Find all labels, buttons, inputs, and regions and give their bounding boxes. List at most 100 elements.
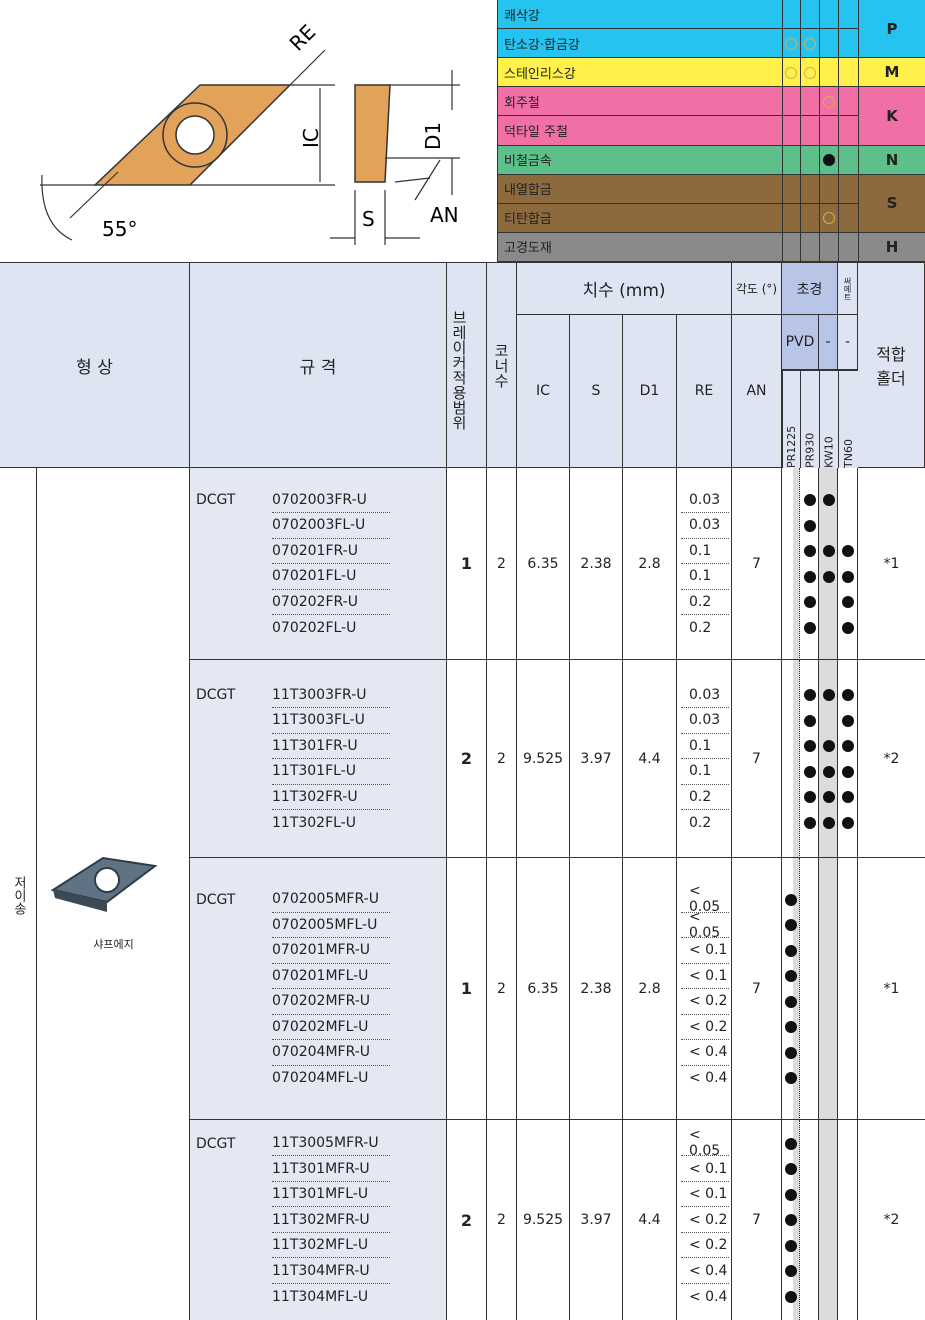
re: < 0.05 — [681, 883, 729, 915]
grade-icon — [785, 37, 797, 50]
header-breaker: 브레이커적용범위 — [447, 262, 487, 468]
material-grade-cell — [819, 116, 838, 146]
re: 0.1 — [681, 759, 729, 785]
grade-icon — [822, 154, 835, 167]
series: DCGT — [196, 687, 236, 704]
re: 0.2 — [689, 619, 712, 636]
grade-cell — [800, 468, 819, 660]
corners-cell: 2 — [487, 468, 517, 660]
grade-dot — [822, 791, 835, 804]
grade-cell — [782, 1120, 800, 1320]
code: 070204MFL-U — [272, 1070, 369, 1087]
series: DCGT — [196, 492, 236, 509]
material-class: N — [858, 145, 925, 175]
ic-cell: 9.525 — [517, 660, 570, 858]
grade-cell — [782, 468, 800, 660]
material-grade-cell — [838, 145, 858, 175]
grade-cell — [782, 660, 800, 858]
material-name: 덕타일 주철 — [497, 116, 782, 146]
shape-image — [50, 856, 158, 912]
code: 11T304MFL-U — [272, 1288, 369, 1305]
spec-cell — [190, 468, 447, 660]
material-grade-cell — [782, 145, 800, 175]
ic-cell: 6.35 — [517, 468, 570, 660]
an-label: AN — [430, 203, 459, 227]
spec-cell — [190, 858, 447, 1120]
code: 11T301FL-U — [272, 759, 390, 785]
header-cermet: 써메트 — [838, 262, 858, 315]
re-cell — [677, 660, 732, 858]
grade-cell — [819, 858, 838, 1120]
material-name: 티탄합금 — [497, 203, 782, 233]
material-name: 내열합금 — [497, 174, 782, 204]
grade-dot — [842, 596, 854, 609]
re: < 0.4 — [689, 1288, 728, 1305]
grade-dot — [842, 765, 854, 778]
grade-dot — [803, 621, 816, 634]
header-pvd: PVD — [782, 315, 819, 370]
re-cell — [677, 858, 732, 1120]
header-shape: 형 상 — [0, 262, 190, 468]
material-name: 스테인리스강 — [497, 58, 782, 88]
grade-cell — [838, 858, 858, 1120]
header-grade: PR1225 — [782, 370, 800, 468]
header-grade: TN60 — [838, 370, 858, 468]
re: < 0.1 — [681, 964, 729, 989]
holder-cell: *1 — [858, 858, 925, 1120]
code: 070202MFL-U — [272, 1015, 390, 1040]
series: DCGT — [196, 1135, 236, 1152]
grade-cell — [800, 660, 819, 858]
grade-dot — [822, 570, 835, 583]
code: 070201FR-U — [272, 539, 390, 564]
re: 0.1 — [681, 539, 729, 564]
re: 0.03 — [681, 488, 729, 513]
re: 0.03 — [681, 683, 729, 708]
grade-dot — [842, 689, 854, 702]
ic-cell: 9.525 — [517, 1120, 570, 1320]
code: 070201MFR-U — [272, 938, 390, 964]
grade-band — [819, 858, 838, 1120]
grade-cell — [838, 660, 858, 858]
grade-cell — [838, 1120, 858, 1320]
re: 0.2 — [689, 814, 712, 831]
re-cell — [677, 1120, 732, 1320]
an-cell: 7 — [732, 858, 782, 1120]
re: < 0.05 — [681, 1127, 729, 1159]
re: < 0.2 — [681, 1015, 729, 1040]
grade-cell — [819, 468, 838, 660]
breaker-cell: 1 — [447, 468, 487, 660]
header-spec: 규 격 — [190, 262, 447, 468]
code: 0702003FR-U — [272, 488, 390, 513]
ic-label: IC — [299, 128, 323, 148]
ic-cell: 6.35 — [517, 858, 570, 1120]
holder-cell: *2 — [858, 660, 925, 858]
d1-cell: 4.4 — [623, 660, 677, 858]
shape-cell — [37, 468, 190, 1320]
grade-dot — [842, 816, 854, 829]
grade-icon — [803, 66, 816, 79]
grade-icon — [785, 66, 797, 79]
re: < 0.1 — [681, 938, 729, 964]
material-name: 쾌삭강 — [497, 0, 782, 30]
spec-cell — [190, 660, 447, 858]
grade-dot — [803, 494, 816, 507]
grade-dot — [842, 791, 854, 804]
code: 11T302FL-U — [272, 814, 356, 831]
grade-dot — [803, 570, 816, 583]
header-an: AN — [732, 315, 782, 468]
re: 0.03 — [681, 708, 729, 734]
grade-dot — [822, 689, 835, 702]
s-cell: 2.38 — [570, 468, 623, 660]
grade-band — [793, 660, 800, 858]
an-cell: 7 — [732, 660, 782, 858]
grade-band — [819, 1120, 838, 1320]
grade-dot — [822, 816, 835, 829]
grade-dot — [842, 545, 854, 558]
grade-dot — [785, 893, 797, 906]
material-name: 고경도재 — [497, 232, 782, 262]
material-class: P — [858, 0, 925, 59]
insert-diagram: RE IC D1 S AN 55° — [40, 20, 460, 245]
code: 11T304MFR-U — [272, 1258, 390, 1284]
grade-dot — [785, 1214, 797, 1226]
